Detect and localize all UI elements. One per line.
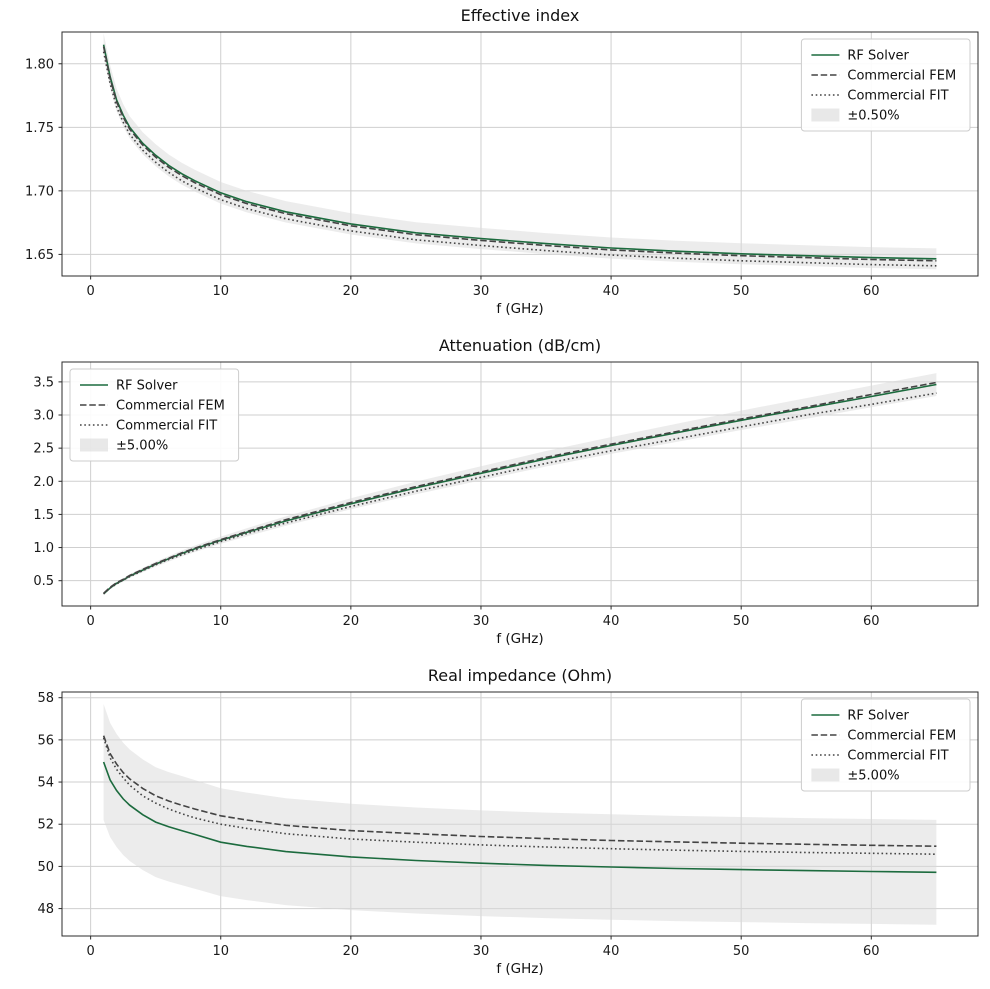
y-tick-label: 52 [37,818,54,833]
x-tick-label: 60 [863,614,880,629]
legend-item-label: RF Solver [847,49,909,64]
x-tick-label: 0 [86,614,94,629]
legend-box [800,698,971,792]
legend-item-label: Commercial FEM [116,399,225,414]
y-tick-label: 54 [37,776,54,791]
series-commercial-fit [103,392,937,595]
legend: RF Solver Commercial FEM Commercial FIT ±5.… [800,698,971,792]
legend-box [69,368,240,462]
chart-real-impedance: 0 10 20 30 40 50 60 48 50 52 54 56 58 Real impedance … [37,666,979,977]
y-tick-label: 1.75 [25,121,54,136]
y-tick-label: 1.5 [33,508,54,523]
legend: RF Solver Commercial FEM Commercial FIT ±0.… [800,38,971,132]
chart-title: Real impedance (Ohm) [428,666,612,685]
legend-item-label: Commercial FIT [847,749,948,764]
y-tick-label: 2.5 [33,442,54,457]
x-tick-label: 10 [212,614,229,629]
y-tick-label: 1.80 [25,57,54,72]
axes-frame [61,361,979,607]
x-tick-label: 10 [212,944,229,959]
plot-area [103,373,937,595]
x-axis-label: f (GHz) [496,631,543,647]
series-commercial-fem [102,46,937,262]
x-tick-label: 40 [603,614,620,629]
x-tick-label: 30 [473,614,490,629]
x-tick-label: 20 [343,284,360,299]
y-tick-label: 3.0 [33,409,54,424]
legend-sample-band [811,108,840,122]
series-commercial-fem [102,735,937,847]
series-commercial-fit [102,51,937,267]
x-axis-label: f (GHz) [496,301,543,317]
x-tick-label: 40 [603,284,620,299]
y-tick-label: 2.0 [33,475,54,490]
plot-area [102,33,937,270]
x-tick-label: 0 [86,944,94,959]
chart-title: Effective index [461,6,580,25]
legend-item-label: RF Solver [847,709,909,724]
chart-effective-index: 0 10 20 30 40 50 60 1.65 1.70 1.75 1.80 Effective i… [25,6,979,317]
y-tick-label: 50 [37,860,54,875]
x-tick-label: 50 [733,284,750,299]
legend-item-label: RF Solver [116,379,178,394]
x-tick-label: 30 [473,944,490,959]
x-tick-label: 0 [86,284,94,299]
y-tick-label: 1.70 [25,184,54,199]
legend-item-label: ±5.00% [847,769,899,784]
x-tick-label: 20 [343,944,360,959]
axes-frame [61,31,979,277]
chart-attenuation: 0 10 20 30 40 50 60 0.5 1.0 1.5 2.0 2.5 3.0 3.5 Attenu… [33,336,979,647]
x-tick-label: 60 [863,944,880,959]
legend-item-label: Commercial FIT [116,419,217,434]
legend-item-label: ±5.00% [116,439,168,454]
chart-title: Attenuation (dB/cm) [439,336,601,355]
legend-sample-band [80,438,108,452]
x-tick-label: 20 [343,614,360,629]
legend-item-label: Commercial FEM [847,69,956,84]
series-commercial-fit [102,737,937,855]
legend-item-label: Commercial FIT [847,89,948,104]
uncertainty-band [103,373,937,595]
legend-item-label: ±0.50% [847,109,899,124]
x-tick-label: 60 [863,284,880,299]
y-tick-label: 0.5 [33,574,54,589]
y-tick-label: 1.0 [33,541,54,556]
x-tick-label: 50 [733,614,750,629]
y-tick-label: 48 [37,902,54,917]
x-tick-label: 10 [212,284,229,299]
y-tick-label: 1.65 [25,248,54,263]
legend-box [800,38,971,132]
y-tick-label: 3.5 [33,375,54,390]
x-tick-label: 30 [473,284,490,299]
legend-sample-band [811,768,840,782]
y-tick-label: 56 [37,733,54,748]
uncertainty-band [103,33,937,270]
x-axis-label: f (GHz) [496,961,543,977]
y-tick-label: 58 [37,691,54,706]
x-tick-label: 40 [603,944,620,959]
series-rf-solver [102,761,937,874]
series-rf-solver [102,44,937,260]
plot-area [102,704,937,925]
axes-frame [61,691,979,937]
legend: RF Solver Commercial FEM Commercial FIT ±5.… [69,368,240,462]
x-tick-label: 50 [733,944,750,959]
series-commercial-fem [103,381,937,594]
legend-item-label: Commercial FEM [847,729,956,744]
